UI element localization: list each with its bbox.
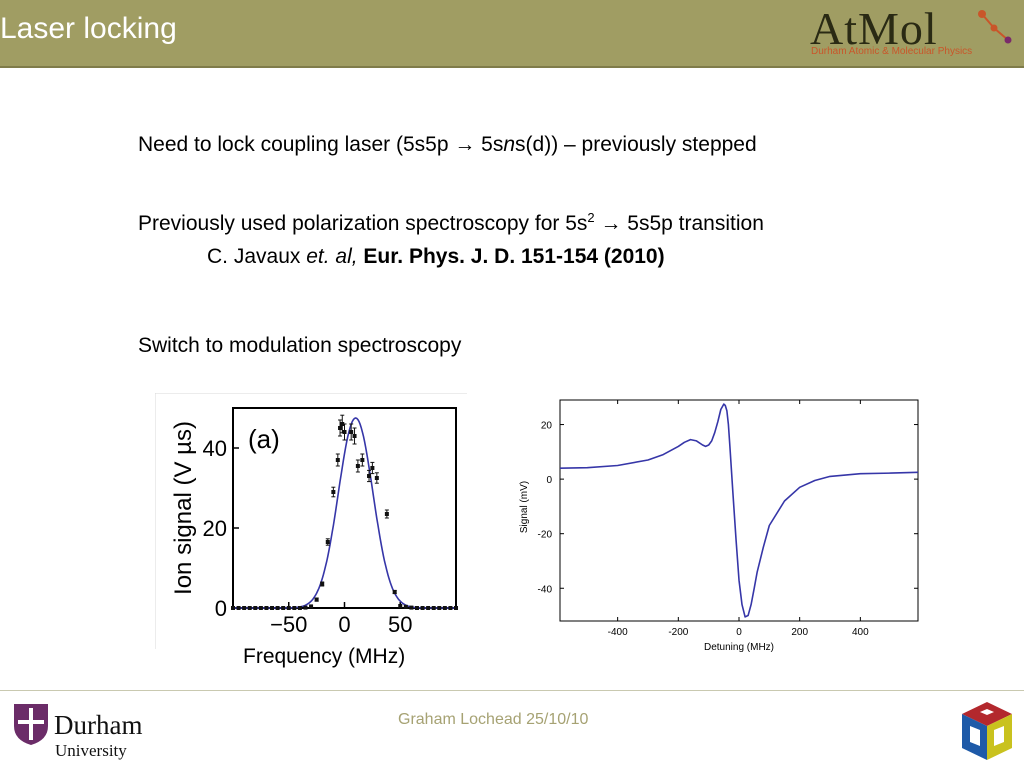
data-point — [340, 422, 345, 426]
x-tick-label: 200 — [791, 627, 808, 638]
x-tick-label: −50 — [270, 612, 307, 637]
data-point — [442, 606, 447, 610]
ion-signal-chart: (a) Ion signal (V µs) 0 20 40 −50 0 50 — [155, 393, 467, 649]
data-point — [297, 606, 302, 610]
bullet-polarization: Previously used polarization spectroscop… — [138, 210, 764, 236]
data-point — [320, 582, 325, 586]
university-name: Durham — [54, 710, 143, 740]
y-tick-label: 40 — [203, 436, 227, 461]
data-point — [426, 606, 431, 610]
data-point — [414, 606, 419, 610]
data-point — [431, 606, 436, 610]
durham-university-logo: Durham University — [12, 702, 162, 764]
cube-logo-icon — [962, 702, 1012, 760]
y-tick-label: 20 — [203, 516, 227, 541]
x-tick-label: 0 — [338, 612, 350, 637]
atmol-logo-text: AtMol — [810, 3, 938, 54]
data-point — [403, 604, 408, 609]
data-point — [270, 606, 275, 610]
data-point — [409, 605, 414, 610]
data-point — [264, 606, 269, 610]
bullet-coupling-laser: Need to lock coupling laser (5s5p → 5sns… — [138, 133, 757, 157]
panel-label: (a) — [248, 424, 280, 454]
data-point — [420, 606, 425, 610]
x-tick-label: -400 — [608, 627, 628, 638]
slide-title: Laser locking — [0, 12, 177, 45]
bullet-text: Previously used polarization spectroscop… — [138, 212, 588, 235]
data-point — [352, 434, 357, 438]
header-bar: Laser locking AtMol Durham Atomic & Mole… — [0, 0, 1024, 66]
data-point — [292, 606, 297, 610]
bullet-text: s(d)) – previously stepped — [515, 133, 757, 156]
reference-author: C. Javaux — [207, 245, 307, 268]
reference-journal: Eur. Phys. J. D. 151-154 (2010) — [357, 245, 665, 268]
x-axis-title: Detuning (MHz) — [704, 642, 774, 653]
bullet-text: → 5s5p transition — [594, 212, 764, 235]
y-tick-label: -20 — [538, 530, 553, 541]
footer-author-date: Graham Lochead 25/10/10 — [398, 711, 589, 728]
atmol-logo: AtMol Durham Atomic & Molecular Physics — [810, 2, 1020, 62]
bullet-italic: n — [503, 133, 516, 156]
data-point — [335, 458, 340, 462]
y-axis-title: Ion signal (V µs) — [170, 421, 197, 595]
data-point — [231, 606, 235, 610]
header-divider — [0, 66, 1024, 68]
molecule-icon — [978, 10, 1012, 44]
data-point — [286, 606, 291, 610]
reference: C. Javaux et. al, Eur. Phys. J. D. 151-1… — [207, 245, 665, 269]
data-point — [349, 430, 354, 434]
x-tick-label: 50 — [388, 612, 412, 637]
data-point — [342, 430, 347, 434]
data-point — [242, 606, 247, 610]
data-point — [258, 606, 263, 610]
data-point — [281, 606, 286, 610]
data-point — [454, 606, 458, 610]
footer-divider — [0, 690, 1024, 691]
signal-line — [559, 403, 919, 618]
data-point — [325, 540, 330, 544]
data-point — [437, 606, 442, 610]
x-tick-label: 400 — [852, 627, 869, 638]
reference-etal: et. al, — [306, 245, 358, 268]
y-axis-title: Signal (mV) — [519, 481, 530, 533]
bullet-text: Need to lock coupling laser (5s5p → 5s — [138, 133, 504, 156]
y-tick-label: -40 — [538, 584, 553, 595]
data-point — [303, 605, 308, 610]
data-point — [374, 476, 379, 480]
data-point — [355, 464, 360, 468]
data-point — [360, 458, 365, 462]
data-point — [370, 466, 375, 470]
modulation-signal-chart: Signal (mV) Detuning (MHz) -40-20020-400… — [519, 399, 919, 653]
data-point — [314, 597, 319, 602]
data-point — [236, 606, 241, 610]
y-tick-label: 0 — [546, 475, 552, 486]
data-point — [384, 512, 389, 516]
data-point — [367, 474, 372, 478]
x-tick-label: 0 — [736, 627, 742, 638]
x-axis-title: Frequency (MHz) — [243, 645, 406, 668]
superscript: 2 — [587, 210, 595, 225]
data-point — [253, 606, 258, 610]
data-point — [392, 590, 397, 594]
university-subtitle: University — [55, 741, 127, 760]
data-point — [247, 606, 252, 610]
data-point — [448, 606, 453, 610]
plot-frame — [559, 399, 919, 622]
crest-icon — [14, 704, 48, 745]
data-point — [309, 604, 314, 609]
data-point — [338, 426, 343, 430]
y-tick-label: 0 — [215, 596, 227, 621]
atmol-logo-subtitle: Durham Atomic & Molecular Physics — [811, 46, 973, 57]
data-point — [275, 606, 280, 610]
bullet-modulation: Switch to modulation spectroscopy — [138, 334, 462, 357]
x-tick-label: -200 — [668, 627, 688, 638]
y-tick-label: 20 — [541, 421, 553, 432]
data-point — [331, 490, 336, 494]
data-point — [398, 604, 403, 608]
